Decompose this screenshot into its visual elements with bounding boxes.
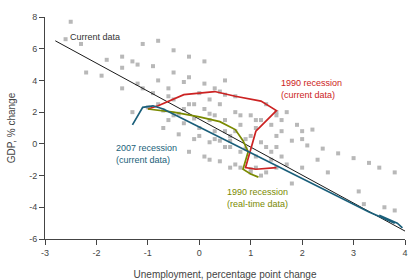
svg-text:Current data: Current data [70,32,120,42]
svg-text:-6: -6 [29,234,37,244]
svg-text:4: 4 [32,76,37,86]
svg-text:3: 3 [351,248,356,258]
svg-text:8: 8 [32,12,37,22]
svg-text:Unemployment, percentage point: Unemployment, percentage point change [134,269,317,280]
svg-text:1990 recession(real-time data): 1990 recession(real-time data) [227,187,288,209]
svg-text:GDP, % change: GDP, % change [6,92,17,163]
svg-text:6: 6 [32,44,37,54]
svg-text:2007 recession(current data): 2007 recession(current data) [116,143,177,165]
svg-text:2: 2 [300,248,305,258]
svg-text:4: 4 [402,248,407,258]
svg-text:-4: -4 [29,202,37,212]
svg-text:1990 recession(current data): 1990 recession(current data) [281,78,342,100]
svg-text:-1: -1 [144,248,152,258]
svg-text:-3: -3 [41,248,49,258]
svg-text:1: 1 [248,248,253,258]
svg-text:2: 2 [32,107,37,117]
svg-text:0: 0 [197,248,202,258]
svg-text:-2: -2 [92,248,100,258]
svg-text:-2: -2 [29,171,37,181]
svg-text:0: 0 [32,139,37,149]
